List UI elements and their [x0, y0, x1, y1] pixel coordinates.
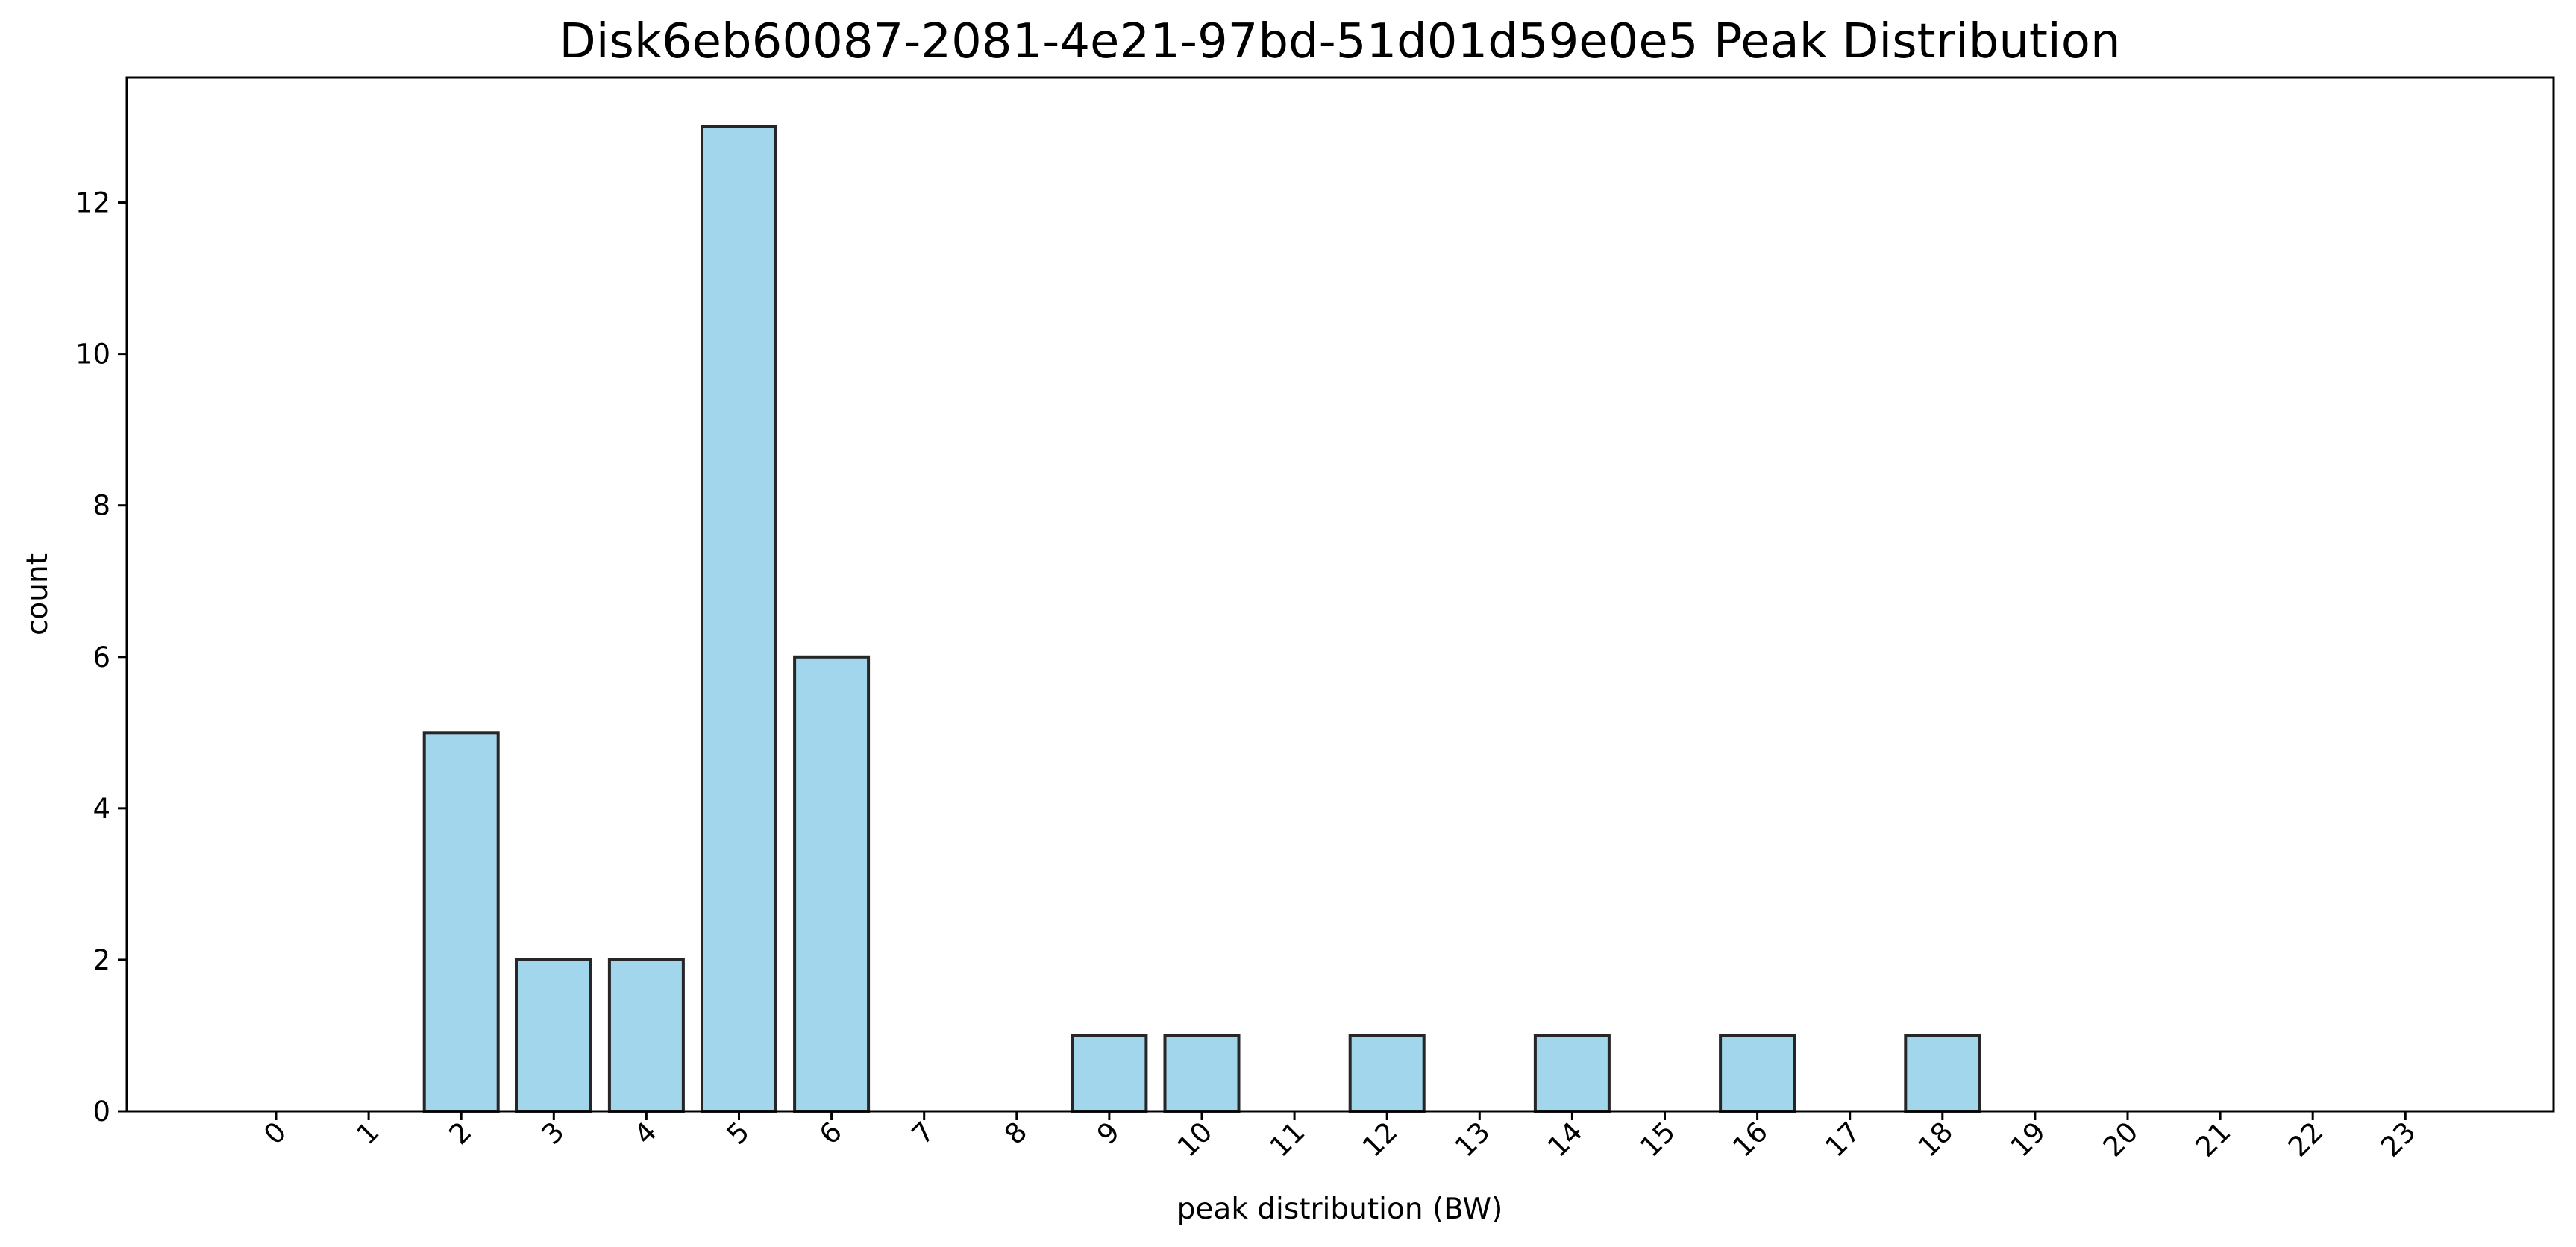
x-tick-label: 4	[628, 1116, 663, 1151]
plot-frame	[125, 76, 2555, 1113]
x-tick-label: 21	[2190, 1116, 2237, 1163]
y-axis-label: count	[21, 553, 54, 635]
y-tick-label: 4	[93, 793, 110, 825]
x-tick-label: 9	[1091, 1116, 1126, 1151]
bar-9	[1071, 1034, 1148, 1113]
y-tick-label: 10	[75, 339, 110, 371]
bar-3	[515, 958, 592, 1113]
bar-16	[1719, 1034, 1796, 1113]
x-tick-label: 12	[1356, 1116, 1404, 1163]
y-axis: 0 2 4 6 8 10 12	[75, 187, 127, 1128]
x-tick-label: 8	[998, 1116, 1033, 1151]
x-tick-label: 2	[443, 1116, 478, 1151]
x-tick-label: 19	[2005, 1116, 2052, 1163]
chart-title: Disk6eb60087-2081-4e21-97bd-51d01d59e0e5…	[559, 14, 2120, 69]
x-tick-label: 5	[721, 1116, 756, 1151]
x-axis: 0 1 2 3 4 5 6 7 8 9 10 11 12 13 14 15 16 17 18 19 20 21 22 23	[257, 1111, 2422, 1163]
y-tick-label: 12	[75, 187, 110, 219]
x-tick-label: 16	[1726, 1116, 1774, 1163]
bar-10	[1163, 1034, 1241, 1113]
x-tick-label: 3	[536, 1116, 571, 1151]
x-tick-label: 6	[813, 1116, 848, 1151]
x-tick-label: 10	[1171, 1116, 1219, 1163]
x-tick-label: 11	[1264, 1116, 1311, 1163]
bars-group	[422, 125, 1981, 1113]
x-tick-label: 14	[1541, 1116, 1589, 1163]
x-tick-label: 15	[1634, 1116, 1682, 1163]
bar-2	[422, 731, 500, 1113]
bar-18	[1904, 1034, 1981, 1113]
x-tick-label: 17	[1819, 1116, 1867, 1163]
x-tick-label: 20	[2097, 1116, 2145, 1163]
bar-5	[701, 125, 777, 1113]
y-tick-label: 2	[93, 944, 110, 976]
x-tick-label: 1	[350, 1116, 385, 1151]
bar-6	[793, 655, 871, 1113]
x-tick-label: 18	[1911, 1116, 1959, 1163]
x-tick-label: 0	[257, 1116, 292, 1151]
x-tick-label: 7	[906, 1116, 941, 1151]
x-tick-label: 22	[2282, 1116, 2330, 1163]
bar-12	[1348, 1034, 1426, 1113]
y-tick-label: 6	[93, 641, 110, 673]
y-tick-label: 8	[93, 490, 110, 522]
x-axis-label: peak distribution (BW)	[1177, 1193, 1503, 1226]
y-tick-label: 0	[93, 1096, 110, 1128]
bar-4	[607, 958, 685, 1113]
x-tick-label: 23	[2375, 1116, 2422, 1163]
bar-14	[1533, 1034, 1611, 1113]
x-tick-label: 13	[1449, 1116, 1497, 1163]
